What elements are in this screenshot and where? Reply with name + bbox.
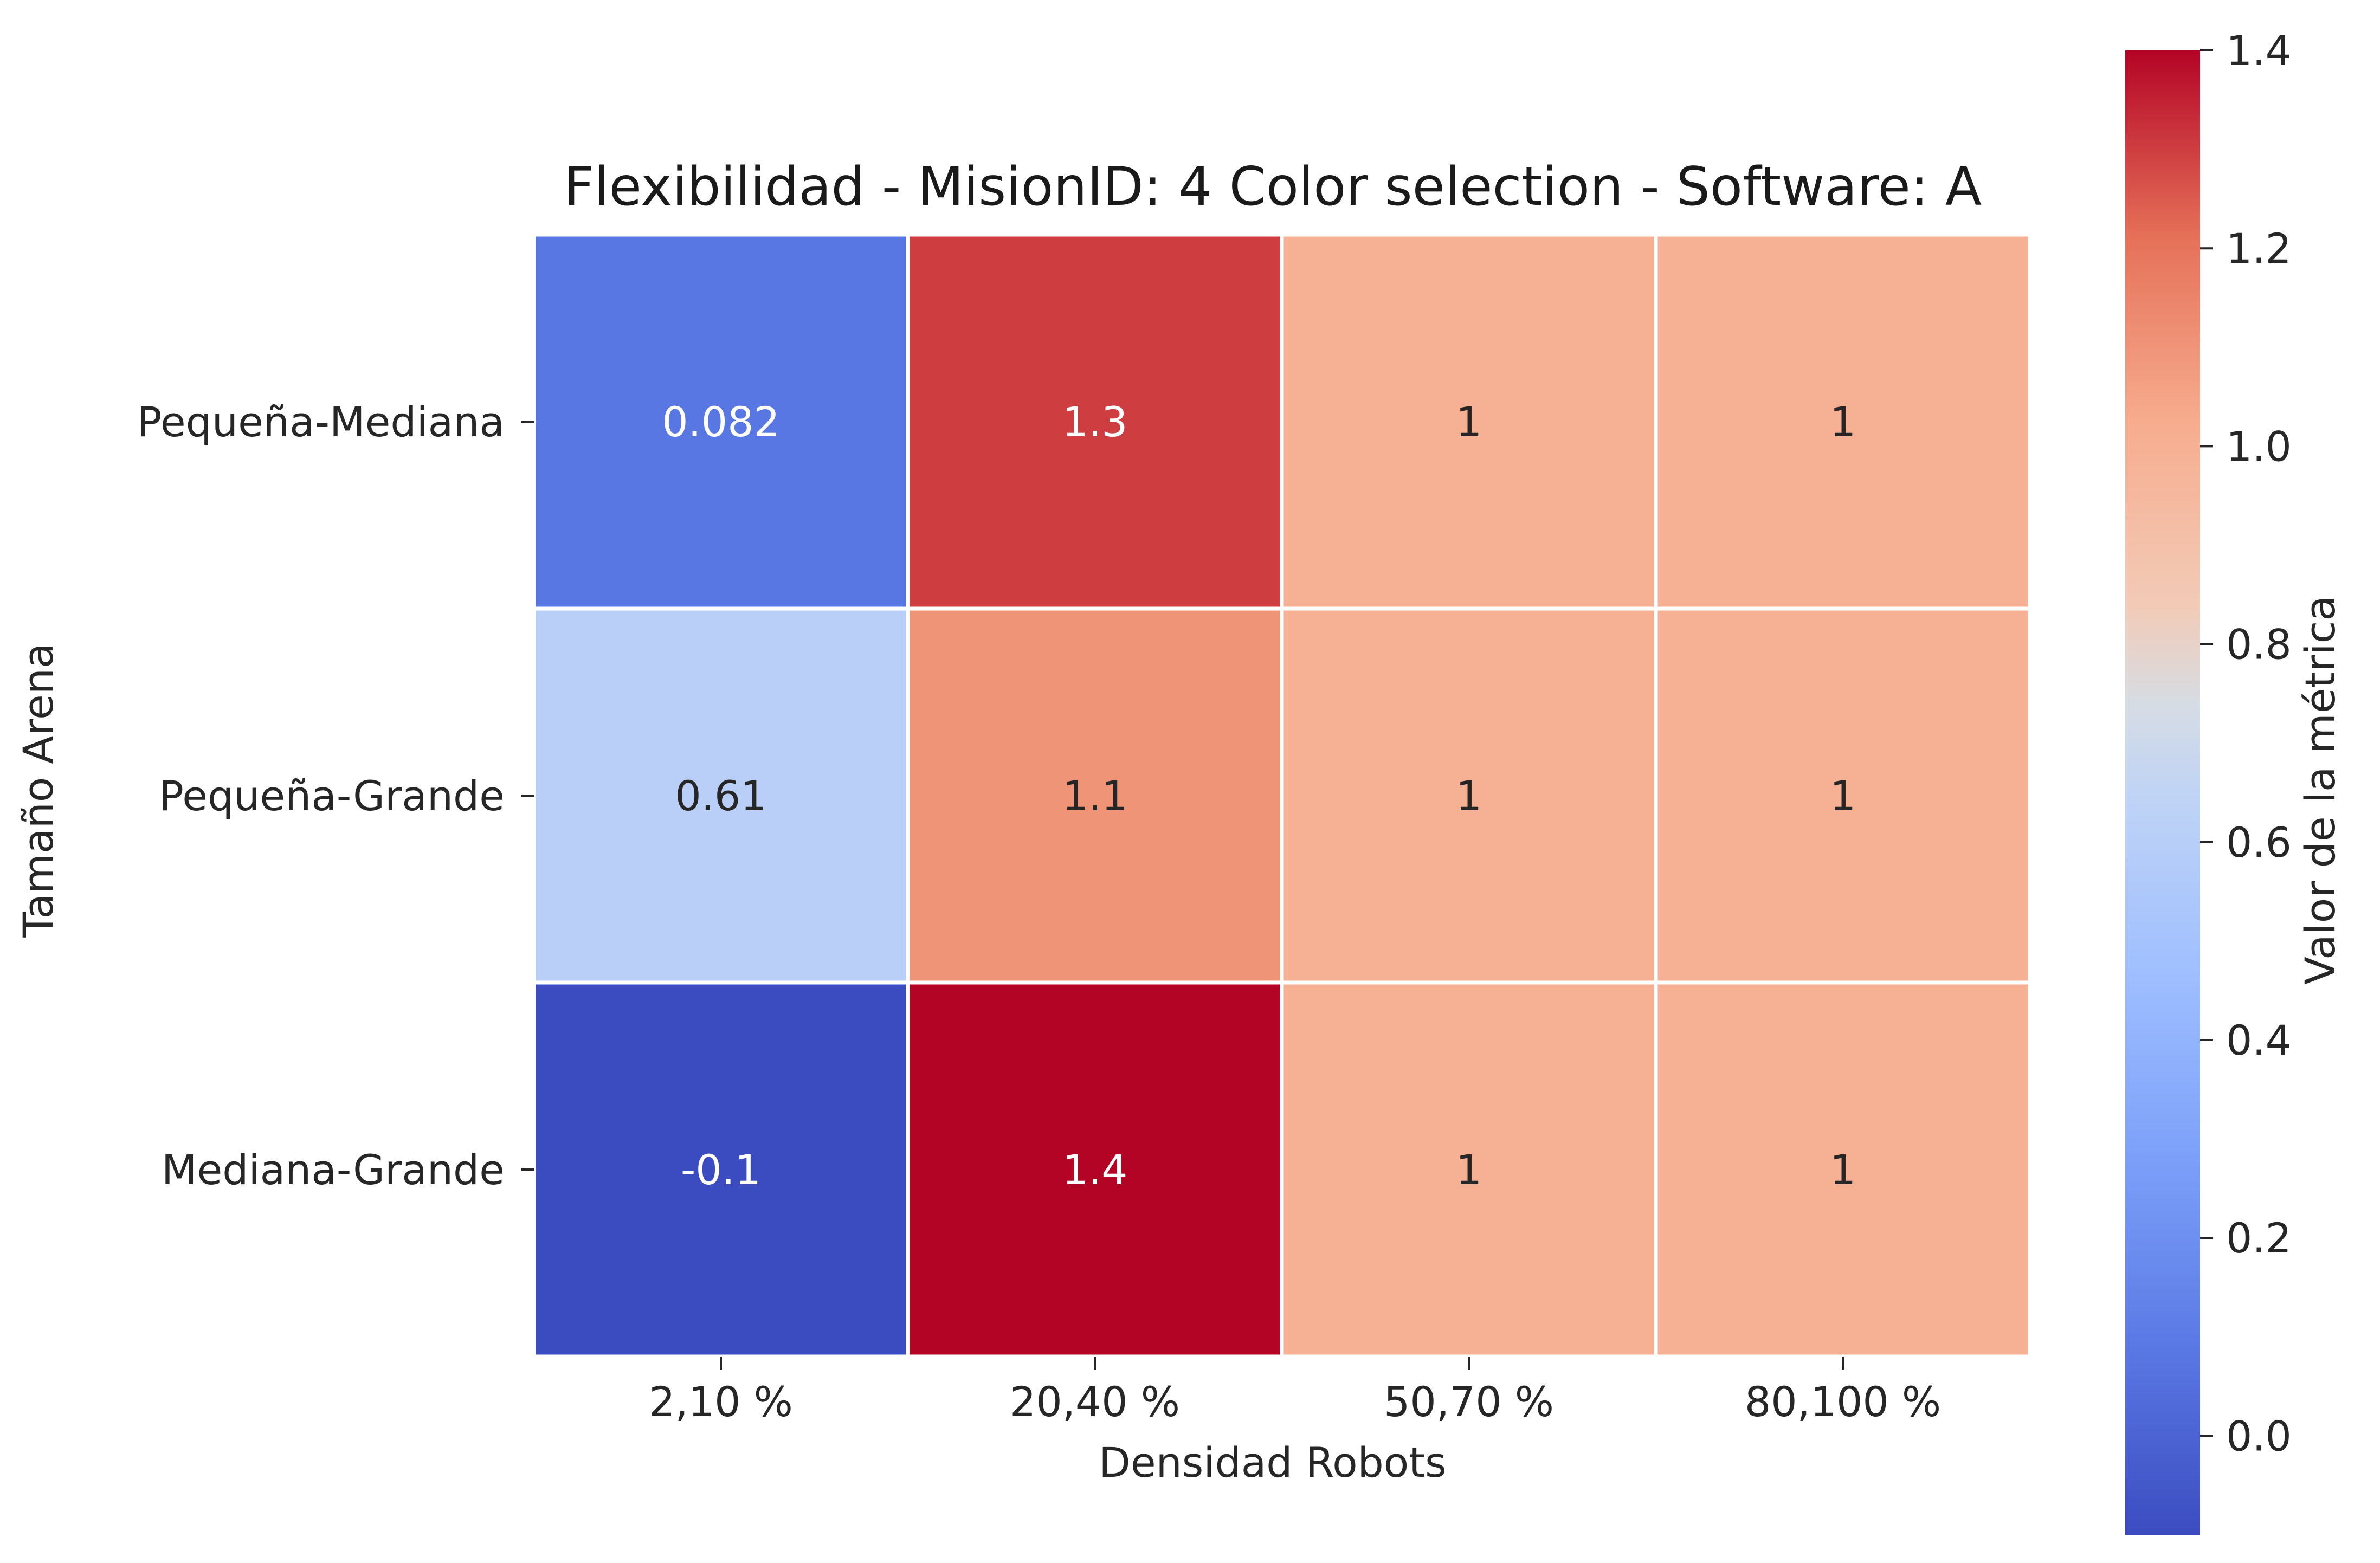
colorbar-ticks: 0.0 0.2 0.4 0.6 0.8 1.0 1.2 1.4 [2200,27,2292,1460]
heatmap-cell [906,980,1284,1359]
y-tick-label: Pequeña-Grande [159,772,505,820]
heatmap-cells [532,232,2032,1359]
x-tick-label: 80,100 % [1745,1378,1941,1426]
colorbar-tick-label: 1.4 [2226,27,2292,75]
colorbar-tick-label: 0.8 [2226,621,2292,669]
heatmap-cell-value: 0.61 [675,772,766,820]
heatmap-cell [906,232,1284,611]
heatmap-cell [1654,980,2032,1359]
x-tick-label: 20,40 % [1010,1378,1180,1426]
y-tick-label: Mediana-Grande [162,1146,505,1194]
y-axis-ticks: Pequeña-Mediana Pequeña-Grande Mediana-Gra… [137,398,534,1194]
colorbar-tick-label: 0.2 [2226,1214,2292,1262]
heatmap-cell-labels: 0.082 1.3 1 1 0.61 1.1 1 1 -0.1 1.4 1 1 [662,398,1856,1194]
heatmap-cell [532,606,910,985]
heatmap-cell-value: 1 [1830,772,1856,820]
heatmap-cell-value: 1.1 [1062,772,1128,820]
heatmap-cell [532,232,910,611]
colorbar-tick-label: 0.6 [2226,818,2292,867]
colorbar-tick-label: 0.0 [2226,1412,2292,1460]
chart-title: Flexibilidad - MisionID: 4 Color selecti… [564,156,1982,218]
heatmap-cell-value: 1 [1830,1146,1856,1194]
heatmap-cell [1654,606,2032,985]
y-tick-label: Pequeña-Mediana [137,398,505,446]
x-axis-label: Densidad Robots [1099,1438,1446,1487]
heatmap-cell-value: 1 [1456,398,1482,446]
colorbar-tick-label: 0.4 [2226,1016,2292,1064]
heatmap-cell-value: 0.082 [662,398,780,446]
heatmap-cell-value: 1 [1456,772,1482,820]
x-tick-label: 50,70 % [1384,1378,1554,1426]
heatmap-cell-value: 1 [1830,398,1856,446]
x-axis-ticks: 2,10 % 20,40 % 50,70 % 80,100 % [649,1357,1941,1426]
colorbar [2125,50,2200,1535]
heatmap-cell-value: 1 [1456,1146,1482,1194]
heatmap-cell-value: 1.4 [1062,1146,1128,1194]
heatmap-cell-value: 1.3 [1062,398,1128,446]
x-tick-label: 2,10 % [649,1378,793,1426]
colorbar-tick-label: 1.2 [2226,224,2292,273]
y-axis-label: Tamaño Arena [14,643,62,938]
heatmap-cell-value: -0.1 [681,1146,761,1194]
heatmap-cell [1654,232,2032,611]
heatmap-cell [906,606,1284,985]
colorbar-label: Valor de la métrica [2296,596,2344,985]
colorbar-tick-label: 1.0 [2226,422,2292,470]
heatmap-cell [1280,232,1658,611]
